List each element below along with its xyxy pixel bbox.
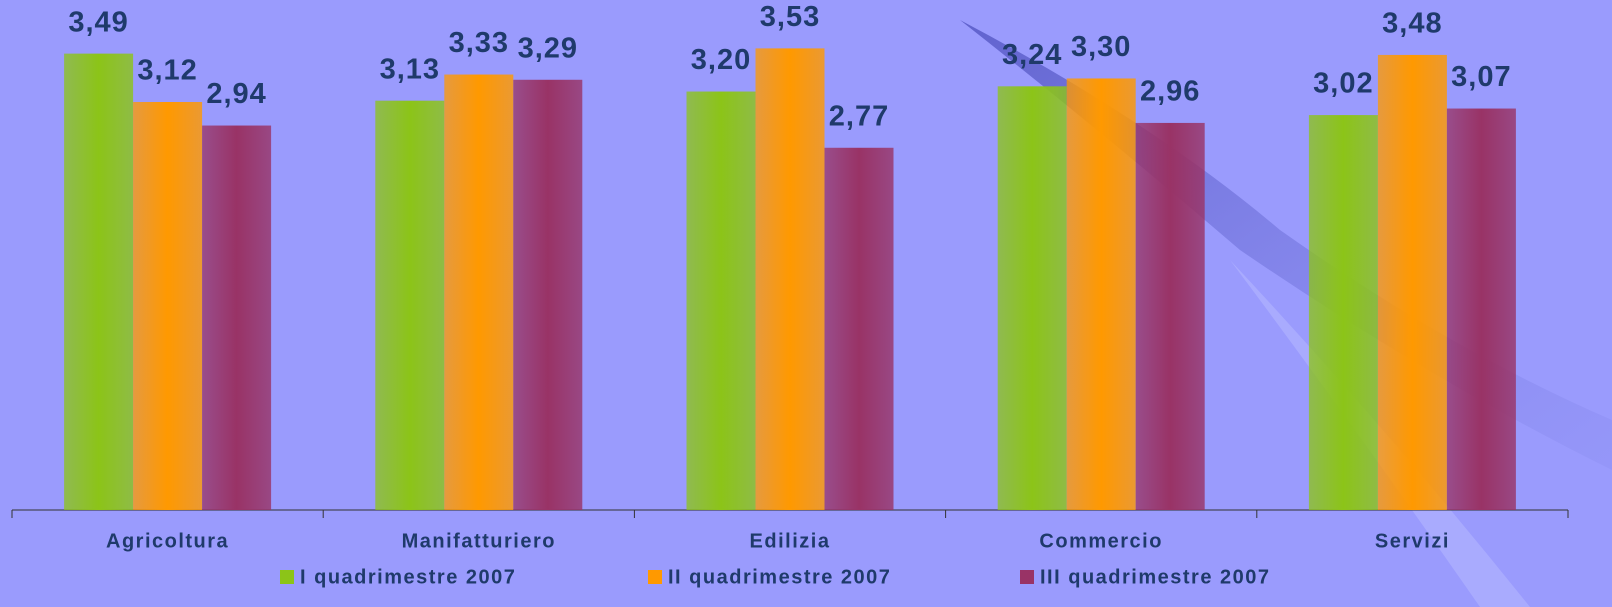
value-label: 3,49 bbox=[68, 6, 128, 38]
value-label: 3,48 bbox=[1382, 8, 1442, 40]
bar bbox=[444, 75, 513, 510]
value-label: 3,30 bbox=[1071, 31, 1131, 63]
bar bbox=[1309, 115, 1378, 510]
chart: Agricoltura 3,49 3,12 2,94 Manifatturiero 3,1… bbox=[0, 0, 1612, 607]
value-label: 3,13 bbox=[380, 53, 440, 85]
legend-label: III quadrimestre 2007 bbox=[1040, 566, 1270, 588]
value-label: 2,94 bbox=[206, 78, 266, 110]
bar bbox=[756, 48, 825, 510]
value-label: 3,53 bbox=[760, 1, 820, 33]
value-label: 3,29 bbox=[518, 32, 578, 64]
bar bbox=[1447, 109, 1516, 510]
page: Agricoltura 3,49 3,12 2,94 Manifatturiero 3,1… bbox=[0, 0, 1612, 607]
legend-label: I quadrimestre 2007 bbox=[300, 566, 516, 588]
value-label: 3,02 bbox=[1313, 68, 1373, 100]
x-tick-label: Commercio bbox=[1039, 530, 1163, 552]
legend-swatch bbox=[648, 570, 662, 584]
value-label: 3,20 bbox=[691, 44, 751, 76]
value-label: 2,96 bbox=[1140, 76, 1200, 108]
bar bbox=[998, 86, 1067, 510]
legend-swatch bbox=[1020, 570, 1034, 584]
value-label: 3,07 bbox=[1451, 61, 1511, 93]
x-tick-label: Servizi bbox=[1375, 530, 1450, 552]
bar bbox=[1136, 123, 1205, 510]
bar bbox=[133, 102, 202, 510]
x-tick-label: Agricoltura bbox=[106, 530, 229, 552]
bar bbox=[202, 126, 271, 510]
legend-swatch bbox=[280, 570, 294, 584]
bar bbox=[1067, 78, 1136, 510]
x-tick-label: Manifatturiero bbox=[402, 530, 556, 552]
bar bbox=[1378, 55, 1447, 510]
value-label: 3,24 bbox=[1002, 39, 1062, 71]
bar bbox=[375, 101, 444, 510]
bar bbox=[513, 80, 582, 510]
bar bbox=[825, 148, 894, 510]
legend-label: II quadrimestre 2007 bbox=[668, 566, 891, 588]
value-label: 3,12 bbox=[137, 55, 197, 87]
bar bbox=[64, 54, 133, 510]
value-label: 3,33 bbox=[449, 27, 509, 59]
x-tick-label: Edilizia bbox=[750, 530, 831, 552]
bar bbox=[687, 92, 756, 510]
value-label: 2,77 bbox=[829, 100, 889, 132]
